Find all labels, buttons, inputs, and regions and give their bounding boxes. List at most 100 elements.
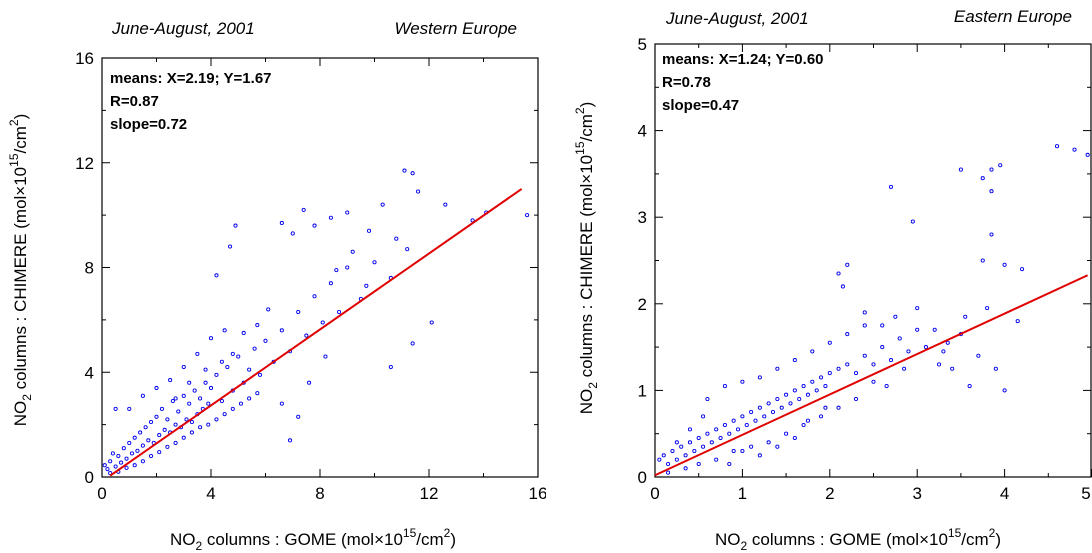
data-point [410, 171, 415, 176]
data-point [328, 215, 333, 220]
data-point [124, 456, 129, 461]
data-point [208, 336, 214, 341]
x-tick-label: 5 [1081, 484, 1090, 503]
data-point [124, 465, 129, 470]
data-point [950, 366, 955, 371]
x-tick-label: 4 [206, 484, 215, 503]
data-point [165, 444, 170, 449]
data-point [823, 384, 828, 389]
data-point [998, 163, 1003, 168]
data-point [127, 406, 132, 411]
data-point [129, 451, 135, 456]
data-point [312, 294, 317, 299]
data-point [823, 405, 828, 410]
x-tick-label: 0 [650, 484, 659, 503]
data-point [135, 448, 140, 453]
y-tick-label: 4 [638, 122, 647, 141]
data-point [279, 328, 284, 333]
y-tick-label: 4 [85, 363, 94, 382]
data-point [687, 440, 693, 445]
data-point [323, 354, 328, 359]
data-point [836, 366, 841, 371]
data-point [989, 232, 994, 237]
y-axis-label: NO2 columns : CHIMERE (mol×1015/cm2) [7, 114, 34, 427]
data-point [836, 271, 841, 276]
data-point [525, 213, 530, 218]
data-point [679, 444, 684, 449]
data-point [119, 460, 124, 465]
data-point [380, 202, 385, 207]
data-point [888, 358, 894, 363]
chart-period-label: June-August, 2001 [665, 9, 809, 28]
data-point [779, 405, 784, 410]
x-tick-label: 4 [1000, 484, 1009, 503]
data-point [985, 306, 990, 311]
y-tick-label: 0 [638, 468, 647, 487]
x-tick-label: 12 [420, 484, 439, 503]
data-point [871, 379, 876, 384]
data-point [345, 265, 350, 270]
data-point [132, 435, 137, 440]
x-tick-label: 3 [912, 484, 921, 503]
data-point [884, 384, 889, 389]
data-point [266, 307, 271, 312]
data-point [888, 184, 894, 189]
regression-line [109, 188, 523, 477]
data-point [722, 422, 727, 428]
data-point [255, 323, 260, 328]
data-point [334, 268, 339, 273]
data-point [775, 397, 780, 402]
regression-line [654, 274, 1089, 477]
data-point [687, 427, 693, 432]
stat-r: R=0.87 [110, 93, 159, 110]
data-point [792, 388, 797, 393]
data-point [749, 409, 754, 415]
data-point [731, 448, 736, 454]
data-point [113, 464, 118, 469]
data-point [173, 396, 178, 401]
data-point [189, 419, 194, 425]
data-point [113, 406, 118, 411]
x-tick-label: 1 [738, 484, 747, 503]
y-tick-label: 2 [638, 295, 647, 314]
data-point [181, 435, 186, 440]
data-point [170, 399, 175, 404]
chart-region-label: Western Europe [394, 19, 517, 38]
data-point [198, 425, 203, 430]
y-tick-label: 3 [638, 208, 647, 227]
data-point [683, 453, 688, 458]
data-point [105, 467, 110, 472]
data-point [701, 414, 706, 419]
data-point [230, 406, 235, 411]
data-point [701, 444, 706, 449]
data-point [143, 425, 148, 430]
data-point [880, 323, 885, 328]
data-point [132, 463, 137, 468]
data-point [1015, 319, 1020, 324]
scatter-chart-eastern-europe: 0 1 2 3 4 5 0 1 2 3 4 5 June-August, 2001 Eastern E… [573, 7, 1092, 553]
data-point [1072, 147, 1077, 152]
data-point [301, 207, 306, 212]
data-point [350, 249, 355, 254]
data-point [328, 281, 333, 286]
data-point [162, 427, 167, 432]
chart-panel-eastern-europe: 0 1 2 3 4 5 0 1 2 3 4 5 June-August, 2001 Eastern E… [546, 0, 1092, 553]
data-point [214, 273, 219, 278]
data-point [845, 332, 850, 337]
data-point [784, 392, 789, 397]
data-point [208, 385, 214, 391]
data-point [1002, 388, 1007, 393]
data-point [801, 422, 806, 428]
data-point [757, 453, 762, 458]
data-point [168, 378, 173, 383]
data-point [784, 431, 789, 436]
data-point [740, 448, 745, 454]
data-point [279, 220, 284, 226]
data-point [775, 366, 780, 371]
data-point [219, 359, 224, 364]
data-point [173, 422, 178, 427]
data-point [906, 349, 911, 354]
data-point [871, 362, 876, 367]
data-point [674, 457, 679, 462]
stat-r: R=0.78 [662, 74, 711, 91]
